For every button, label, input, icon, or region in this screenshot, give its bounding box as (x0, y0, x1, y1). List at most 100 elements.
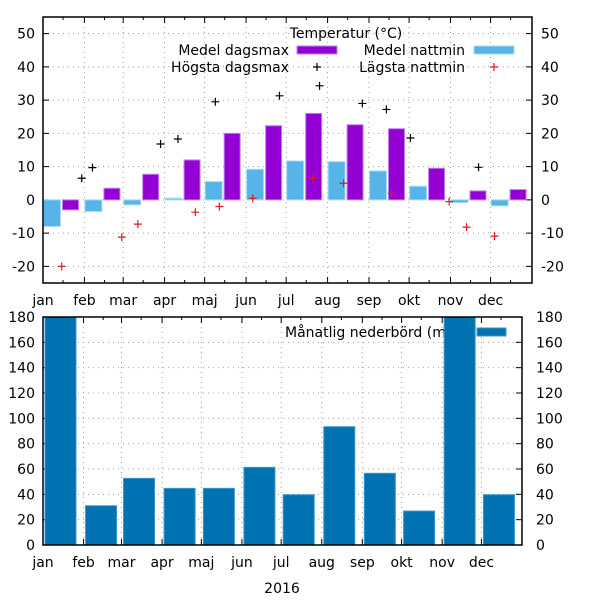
bar-medel-nattmin (204, 181, 223, 201)
y-tick-label-right: 140 (536, 361, 563, 377)
plus-marker (191, 208, 200, 217)
y-tick-label-left: 80 (17, 437, 35, 453)
plus-marker (211, 97, 220, 106)
bar-medel-dagsmax (509, 189, 527, 201)
y-tick-label-right: 40 (536, 487, 554, 503)
bar-medel-dagsmax (223, 132, 241, 201)
bar-medel-nattmin (327, 161, 346, 201)
y-tick-label-left: 160 (8, 335, 35, 351)
bar-medel-nattmin (246, 168, 265, 201)
legend-swatch (296, 45, 338, 55)
bar-medel-nattmin (84, 199, 103, 213)
y-tick-label-right: 60 (536, 462, 554, 478)
bar-precipitation (403, 510, 436, 546)
y-tick-label-right: 0 (536, 538, 545, 554)
precipitation-chart: 0 0 20 20 40 40 60 60 80 80 100 100 120 120 140 140 160 1… (8, 310, 562, 597)
y-tick-label-right: 20 (541, 126, 559, 142)
bar-medel-nattmin (490, 199, 509, 207)
x-tick-label: jun (230, 555, 253, 571)
bar-medel-dagsmax (142, 173, 160, 201)
bar-medel-dagsmax (183, 159, 201, 201)
x-tick-label: apr (153, 293, 176, 309)
legend-swatch (473, 45, 515, 55)
x-tick-label: mar (109, 293, 137, 309)
x-tick-label: okt (398, 293, 421, 309)
plus-marker (133, 220, 142, 229)
y-tick-label-right: -20 (541, 259, 564, 275)
bar-medel-dagsmax (305, 112, 323, 201)
bar-precipitation (243, 466, 276, 546)
x-tick-label: jul (272, 555, 290, 571)
x-tick-label: feb (73, 293, 96, 309)
legend-label: Medel nattmin (364, 43, 465, 59)
plus-marker (88, 163, 97, 172)
y-tick-label-right: 10 (541, 160, 559, 176)
bar-medel-nattmin (286, 160, 305, 201)
x-tick-label: nov (429, 555, 455, 571)
y-tick-label-left: 0 (26, 193, 35, 209)
x-tick-label: jun (234, 293, 257, 309)
y-tick-label-left: 60 (17, 462, 35, 478)
plus-marker (406, 134, 415, 143)
y-tick-label-left: 40 (17, 60, 35, 76)
plus-marker (445, 197, 454, 206)
y-tick-label-right: 180 (536, 310, 563, 326)
y-tick-label-left: -20 (12, 259, 35, 275)
bar-precipitation (202, 487, 235, 546)
y-tick-label-right: 30 (541, 93, 559, 109)
x-tick-label: mar (108, 555, 136, 571)
plus-marker (382, 105, 391, 114)
bar-medel-dagsmax (103, 187, 121, 201)
y-tick-label-left: 0 (26, 538, 35, 554)
legend-label: Månatlig nederbörd (mm) (285, 324, 465, 341)
bar-precipitation (163, 487, 196, 546)
plus-marker (57, 262, 66, 271)
x-tick-label: jan (31, 293, 53, 309)
bar-medel-nattmin (43, 199, 61, 227)
legend-label: Lägsta nattmin (359, 60, 465, 76)
y-tick-label-left: 10 (17, 160, 35, 176)
bar-precipitation (482, 494, 515, 546)
y-tick-label-left: 140 (8, 361, 35, 377)
y-tick-label-right: 20 (536, 513, 554, 529)
x-tick-label: maj (188, 555, 214, 571)
y-tick-label-left: 120 (8, 386, 35, 402)
plus-marker (387, 189, 396, 198)
plot-border (42, 316, 523, 546)
y-tick-label-right: 120 (536, 386, 563, 402)
bar-medel-nattmin (164, 197, 183, 201)
plus-marker (358, 99, 367, 108)
bar-medel-nattmin (450, 199, 469, 204)
x-tick-label: feb (72, 555, 95, 571)
x-tick-label: jan (31, 555, 53, 571)
plus-marker (490, 232, 499, 241)
plus-marker (173, 135, 182, 144)
legend-title: Temperatur (°C) (289, 26, 403, 42)
plus-marker (313, 63, 321, 71)
bar-precipitation (85, 505, 118, 546)
bar-medel-dagsmax (428, 167, 446, 201)
legend-swatch (476, 327, 507, 337)
bar-medel-nattmin (409, 185, 428, 201)
y-tick-label-left: -10 (12, 226, 35, 242)
x-tick-label: nov (438, 293, 464, 309)
bar-medel-dagsmax (62, 199, 79, 211)
plot-border (42, 16, 533, 284)
x-tick-label: sep (350, 555, 375, 571)
x-tick-label: dec (478, 293, 503, 309)
y-tick-label-right: 0 (541, 193, 550, 209)
bar-medel-dagsmax (265, 125, 283, 201)
plus-marker (490, 63, 498, 71)
y-tick-label-left: 20 (17, 126, 35, 142)
plus-marker (215, 202, 224, 211)
y-tick-label-right: 100 (536, 411, 563, 427)
y-tick-label-right: 40 (541, 60, 559, 76)
y-tick-label-right: 80 (536, 437, 554, 453)
bar-precipitation (44, 316, 77, 546)
x-tick-label: sep (357, 293, 382, 309)
bar-medel-dagsmax (469, 190, 487, 201)
bar-precipitation (443, 316, 476, 546)
y-tick-label-right: -10 (541, 226, 564, 242)
bar-precipitation (282, 494, 315, 546)
x-tick-label: apr (150, 555, 173, 571)
